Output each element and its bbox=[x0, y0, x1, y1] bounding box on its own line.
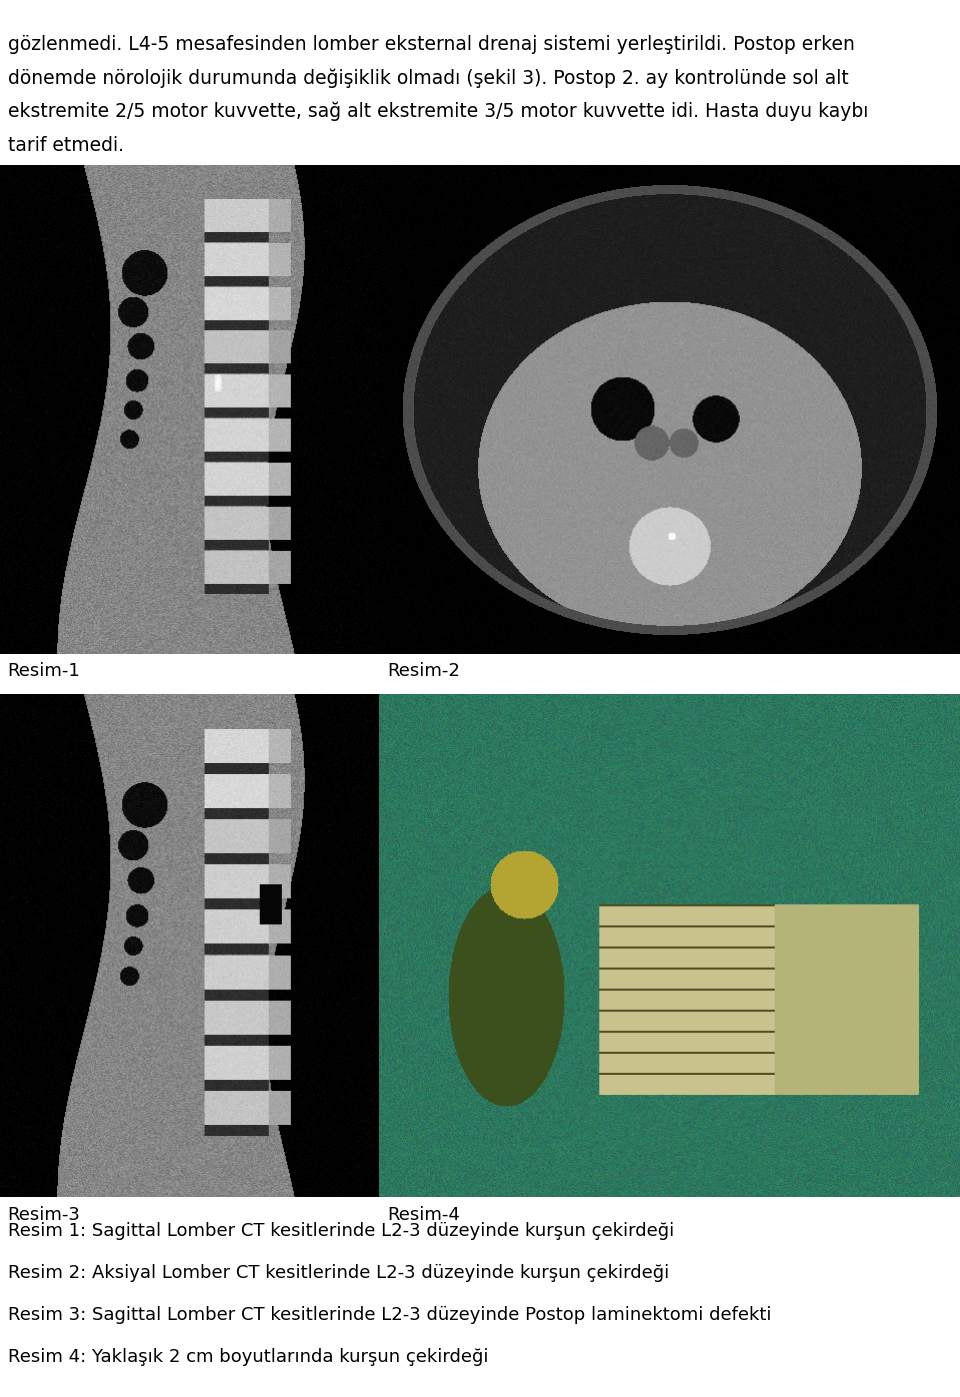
Text: gözlenmedi. L4-5 mesafesinden lomber eksternal drenaj sistemi yerleştirildi. Pos: gözlenmedi. L4-5 mesafesinden lomber eks… bbox=[8, 35, 854, 54]
Text: Resim-3: Resim-3 bbox=[8, 1206, 81, 1224]
Text: Resim 2: Aksiyal Lomber CT kesitlerinde L2-3 düzeyinde kurşun çekirdеği: Resim 2: Aksiyal Lomber CT kesitlerinde … bbox=[8, 1264, 669, 1282]
Text: Resim 3: Sagittal Lomber CT kesitlerinde L2-3 düzeyinde Postop laminektomi defek: Resim 3: Sagittal Lomber CT kesitlerinde… bbox=[8, 1306, 771, 1324]
Text: Resim-4: Resim-4 bbox=[387, 1206, 460, 1224]
Text: dönemde nörolojik durumunda değişiklik olmadı (şekil 3). Postop 2. ay kontrolünd: dönemde nörolojik durumunda değişiklik o… bbox=[8, 68, 849, 88]
Text: Resim 4: Yaklaşık 2 cm boyutlarında kurşun çekirdеği: Resim 4: Yaklaşık 2 cm boyutlarında kurş… bbox=[8, 1348, 489, 1366]
Text: tarif etmedi.: tarif etmedi. bbox=[8, 136, 124, 155]
Text: Resim 1: Sagittal Lomber CT kesitlerinde L2-3 düzeyinde kurşun çekirdеği: Resim 1: Sagittal Lomber CT kesitlerinde… bbox=[8, 1222, 674, 1241]
Text: ekstremite 2/5 motor kuvvette, sağ alt ekstremite 3/5 motor kuvvette idi. Hasta : ekstremite 2/5 motor kuvvette, sağ alt e… bbox=[8, 102, 868, 122]
Text: Resim-1: Resim-1 bbox=[8, 662, 81, 680]
Text: Resim-2: Resim-2 bbox=[387, 662, 460, 680]
